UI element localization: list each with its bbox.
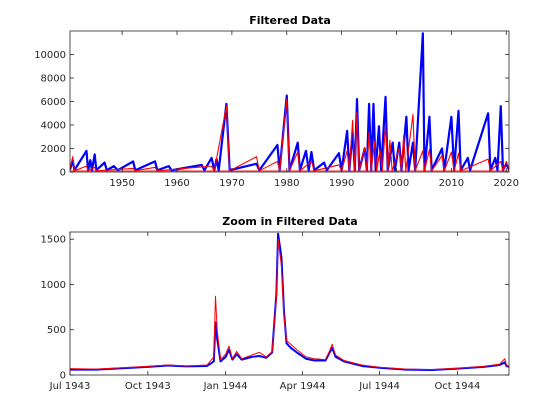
chart-1-x-tick-label: 1990 xyxy=(329,178,354,189)
chart-2-x-tick-label: Jan 1944 xyxy=(203,381,248,392)
chart-2-x-tick-label: Oct 1943 xyxy=(125,381,171,392)
chart-1-lines xyxy=(70,32,509,172)
chart-1-y-tick-label: 0 xyxy=(60,168,66,179)
chart-1-series-line-2 xyxy=(70,98,509,172)
chart-2-series-line-2 xyxy=(70,238,509,371)
chart-2-lines xyxy=(70,232,509,372)
chart-2-x-tick-label: Oct 1944 xyxy=(434,381,480,392)
chart-1-y-tick-label: 4000 xyxy=(41,121,66,132)
chart-1-x-tick-label: 1980 xyxy=(274,178,299,189)
chart-2-y-tick-label: 500 xyxy=(47,325,66,336)
chart-1-y-tick-label: 8000 xyxy=(41,74,66,85)
chart-1-y-tick-label: 10000 xyxy=(34,50,66,61)
chart-2-axes: Jul 1943 Oct 1943 Jan 1944 Apr 1944 Jul 1944… xyxy=(41,231,510,392)
chart-2-x-tick-label: Jul 1943 xyxy=(49,381,91,392)
chart-1-y-tick-label: 2000 xyxy=(41,144,66,155)
chart-1-x-tick-label: 1960 xyxy=(164,178,189,189)
chart-1-axes: 1950 1960 1970 1980 1990 2000 2010 2020 0 2000 400… xyxy=(34,30,519,189)
chart-1-y-tick-label: 6000 xyxy=(41,97,66,108)
chart-1-x-tick-label: 1950 xyxy=(109,178,134,189)
chart-2-y-tick-label: 1500 xyxy=(41,235,66,246)
chart-1-x-tick-label: 2020 xyxy=(494,178,519,189)
chart-1-x-tick-label: 1970 xyxy=(219,178,244,189)
chart-zoom-in-filtered-data: Zoom in Filtered Data Jul 1943 Oct 1943 Ja… xyxy=(41,215,510,392)
chart-2-x-tick-label: Jul 1944 xyxy=(358,381,400,392)
chart-2-y-tick-label: 0 xyxy=(60,371,66,382)
chart-2-axes-box xyxy=(69,231,510,376)
chart-2-plot-area: Jul 1943 Oct 1943 Jan 1944 Apr 1944 Jul 1944… xyxy=(41,231,510,392)
chart-filtered-data: Filtered Data 1950 1960 1970 1980 1990 2000 20… xyxy=(34,14,519,189)
chart-1-x-tick-label: 2000 xyxy=(384,178,409,189)
chart-1-title: Filtered Data xyxy=(249,14,331,27)
chart-2-y-tick-label: 1000 xyxy=(41,280,66,291)
chart-1-plot-area: 1950 1960 1970 1980 1990 2000 2010 2020 0 2000 400… xyxy=(34,30,519,189)
chart-2-title: Zoom in Filtered Data xyxy=(222,215,357,228)
chart-2-x-tick-label: Apr 1944 xyxy=(280,381,326,392)
chart-1-x-tick-label: 2010 xyxy=(439,178,464,189)
